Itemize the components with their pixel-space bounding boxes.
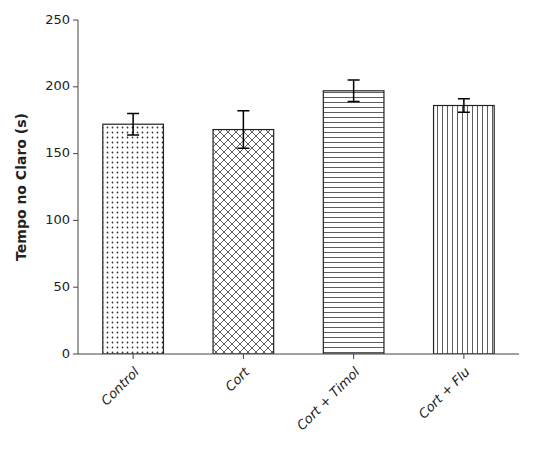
y-axis-line xyxy=(78,20,79,354)
bar xyxy=(434,106,495,354)
error-bar-path xyxy=(237,111,249,148)
x-tick-label: Cort + Timol xyxy=(294,364,363,433)
y-tick-label: 150 xyxy=(45,145,70,160)
bar xyxy=(323,91,384,354)
x-tick-label: Cort + Flu xyxy=(416,364,473,421)
x-tick xyxy=(243,354,244,359)
bar xyxy=(103,124,164,354)
chart-svg: 0 50 100 150 200 250 Control Cort Cort + Timol Co… xyxy=(0,0,539,462)
axes: 0 50 100 150 200 250 Control Cort Cort + Timol Co… xyxy=(45,12,519,434)
y-axis-label: Tempo no Claro (s) xyxy=(13,113,29,261)
y-tick xyxy=(73,287,78,288)
bar xyxy=(213,130,274,354)
y-tick xyxy=(73,86,78,87)
error-bar xyxy=(237,111,249,148)
error-bar xyxy=(348,80,360,101)
x-axis-line xyxy=(78,354,519,355)
error-bar-path xyxy=(127,114,139,135)
y-tick xyxy=(73,20,78,21)
x-tick xyxy=(353,354,354,359)
chart-container: 0 50 100 150 200 250 Control Cort Cort + Timol Co… xyxy=(0,0,539,462)
y-tick-label: 200 xyxy=(45,78,70,93)
x-tick-label: Cort xyxy=(222,364,253,395)
x-tick xyxy=(463,354,464,359)
y-tick xyxy=(73,354,78,355)
x-tick xyxy=(133,354,134,359)
y-tick-label: 50 xyxy=(53,279,70,294)
y-tick xyxy=(73,220,78,221)
error-bar xyxy=(458,99,470,112)
error-bar-path xyxy=(458,99,470,112)
bars xyxy=(103,80,494,354)
error-bar-path xyxy=(348,80,360,101)
error-bar xyxy=(127,114,139,135)
y-tick xyxy=(73,153,78,154)
y-tick-label: 0 xyxy=(62,346,70,361)
y-tick-label: 100 xyxy=(45,212,70,227)
y-tick-label: 250 xyxy=(45,12,70,27)
x-tick-label: Control xyxy=(98,364,142,408)
